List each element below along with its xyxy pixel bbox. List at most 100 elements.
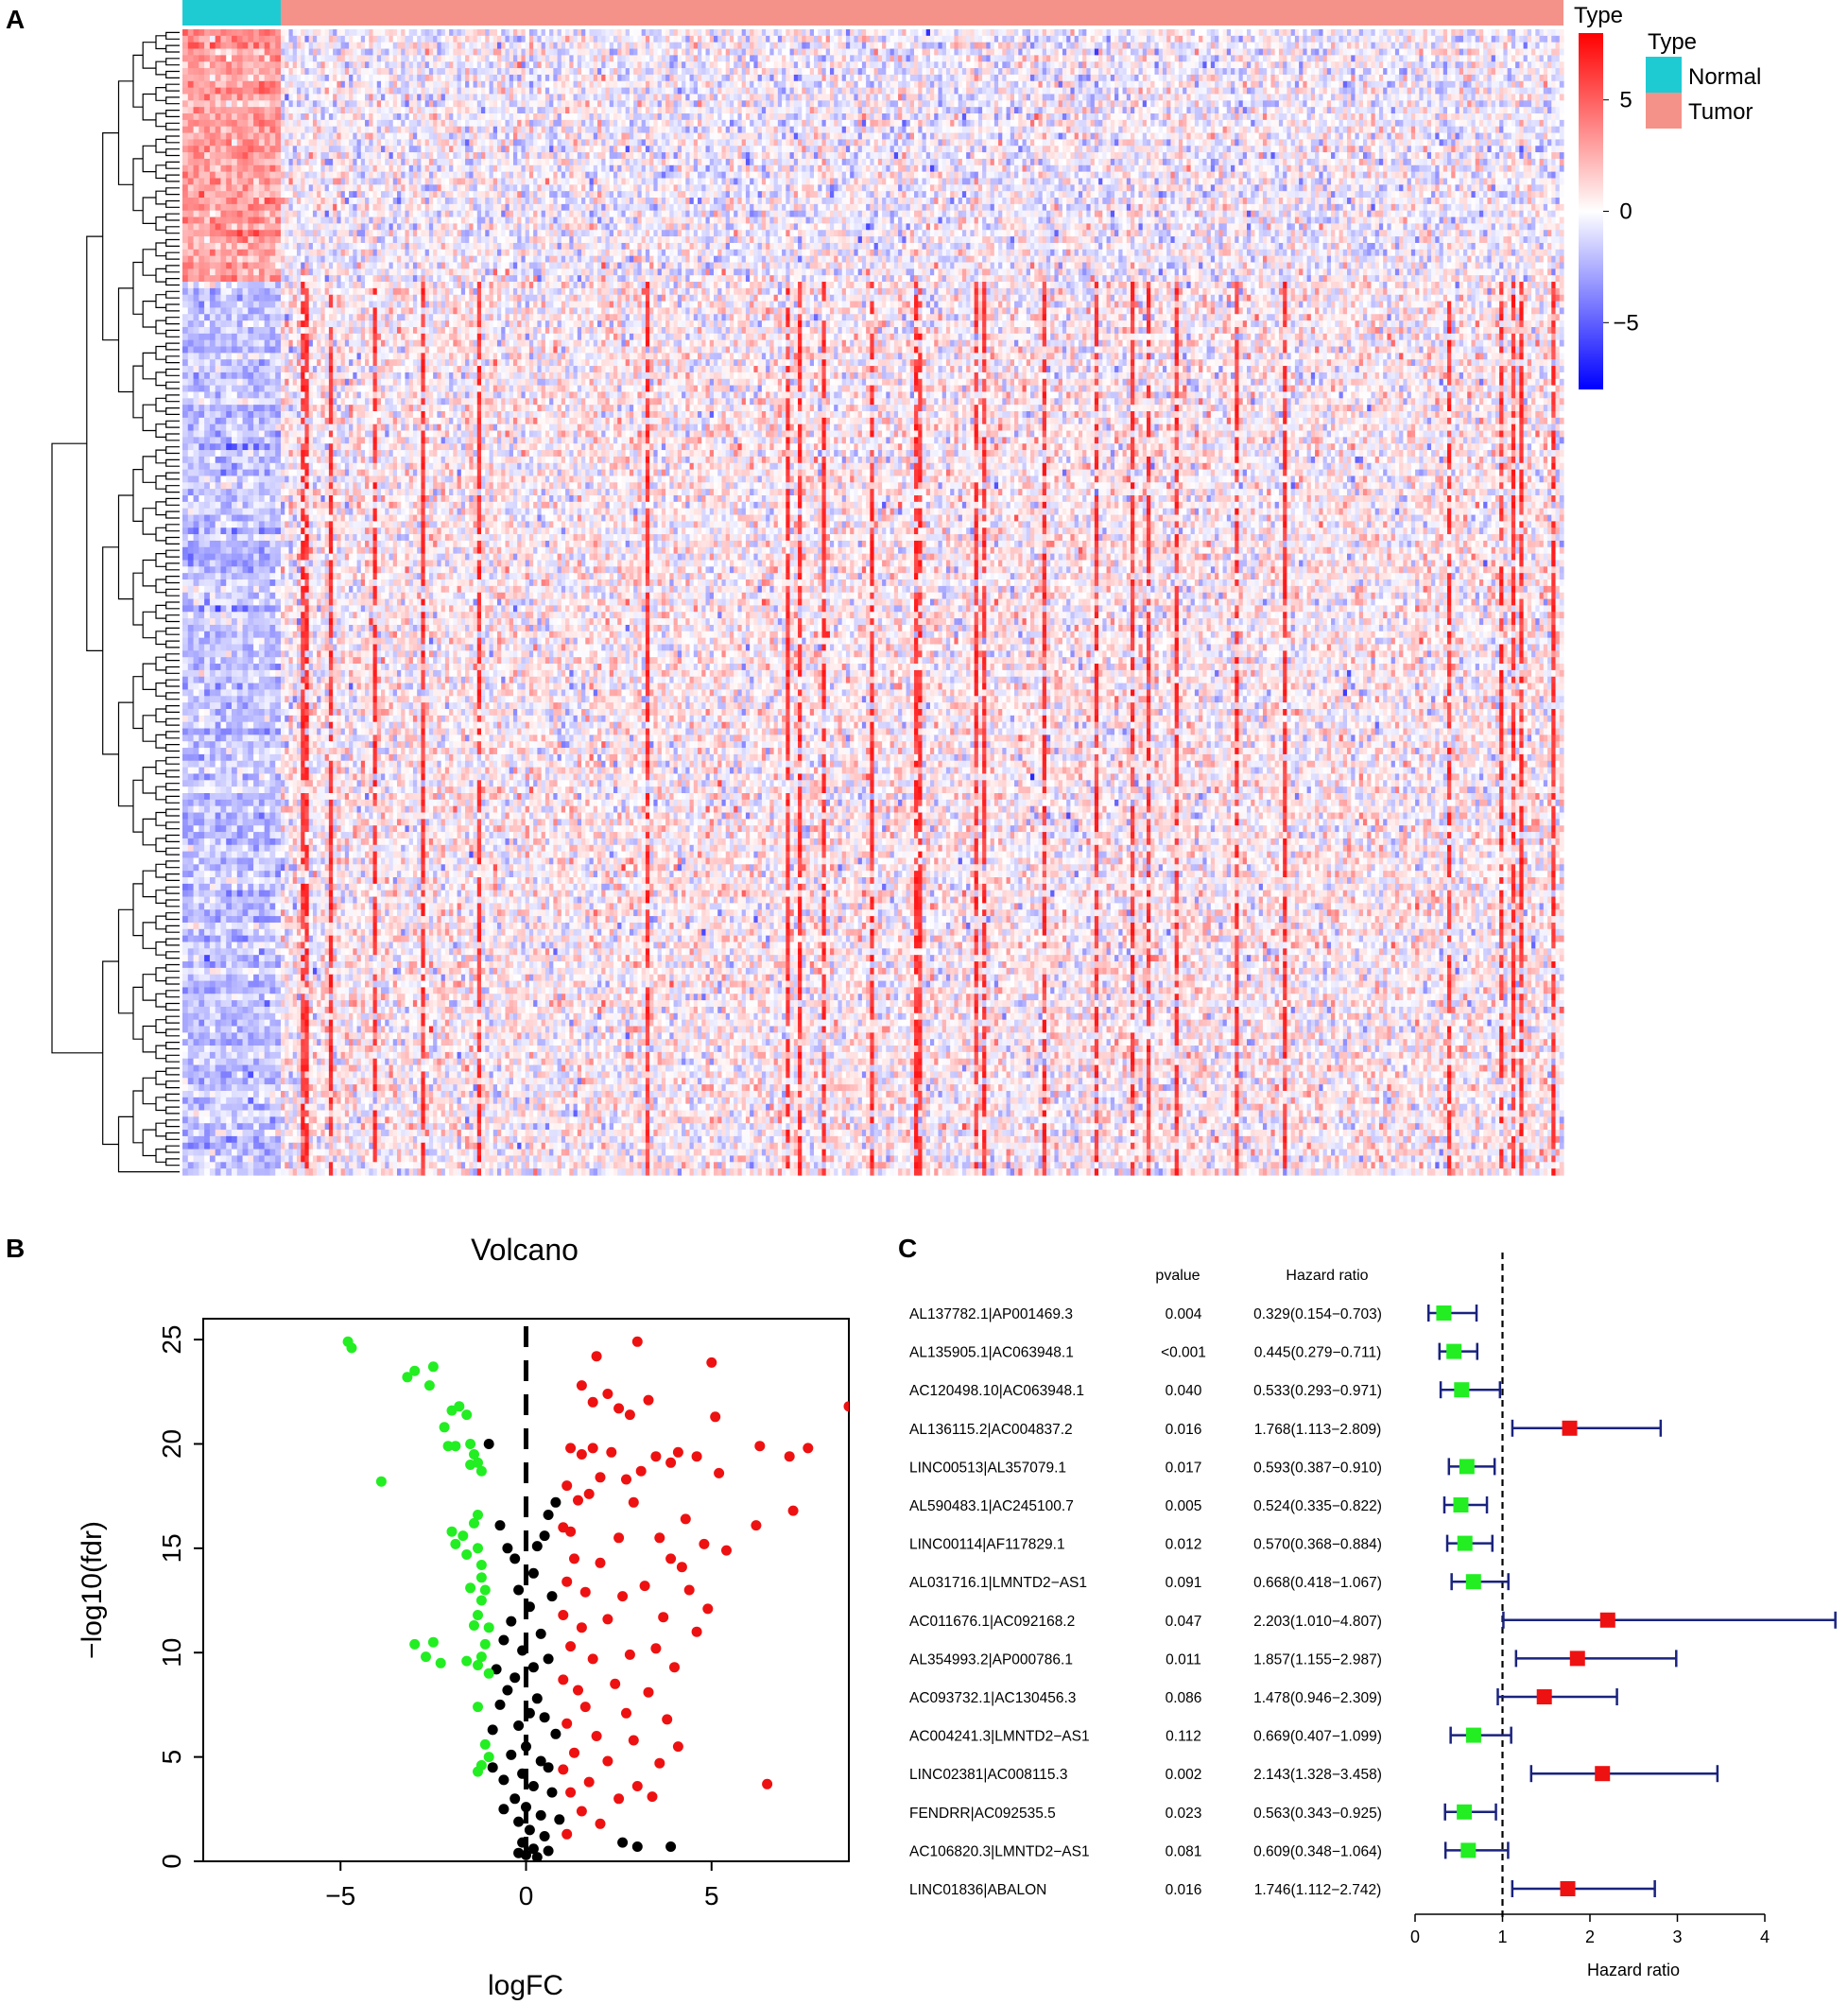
dendrogram-branch — [166, 861, 180, 868]
heatmap-cell — [1211, 29, 1216, 36]
dendrogram-branch — [143, 561, 156, 586]
dendrogram-branch — [166, 136, 180, 143]
heatmap-cell — [1331, 29, 1336, 36]
heatmap-cell — [182, 29, 188, 36]
dendrogram-branch — [166, 848, 180, 855]
dendrogram-branch — [166, 745, 180, 752]
figure: A Type 50−5 Type Normal Tumor B Volcano — [0, 0, 1848, 2005]
heatmap-cell — [1010, 29, 1015, 36]
heatmap-cell — [778, 29, 783, 36]
dendrogram-branch — [166, 1133, 180, 1140]
heatmap-cell — [597, 29, 602, 36]
heatmap-cell — [1127, 29, 1131, 36]
heatmap-cell — [626, 29, 630, 36]
heatmap-cell — [1299, 29, 1304, 36]
heatmap-cell — [838, 29, 842, 36]
heatmap-cell — [1111, 29, 1115, 36]
dendrogram-branch — [166, 32, 180, 39]
heatmap-cell — [393, 29, 398, 36]
heatmap-cell — [914, 29, 919, 36]
dendrogram-branch — [143, 1027, 156, 1052]
heatmap-cell — [1027, 29, 1031, 36]
dendrogram-branch — [166, 1043, 180, 1049]
heatmap-cell — [232, 29, 237, 36]
heatmap-cell — [1283, 29, 1287, 36]
heatmap-cell — [549, 29, 554, 36]
dendrogram-branch — [166, 913, 180, 920]
dendrogram-branch — [103, 133, 119, 340]
heatmap-cell — [1263, 29, 1268, 36]
dendrogram-branch — [166, 822, 180, 829]
heatmap-cell — [210, 29, 216, 36]
heatmap-cell — [1079, 29, 1083, 36]
dendrogram-branch — [133, 1091, 143, 1143]
dendrogram-branch — [166, 525, 180, 531]
heatmap-cell — [1218, 29, 1223, 36]
heatmap-cell — [285, 29, 289, 36]
heatmap-cell — [649, 29, 654, 36]
heatmap-cell — [433, 29, 438, 36]
heatmap-cell — [361, 29, 366, 36]
dendrogram-branch — [143, 664, 156, 689]
dendrogram-branch — [143, 1130, 156, 1155]
dendrogram-branch — [166, 1081, 180, 1088]
heatmap-cell — [954, 29, 959, 36]
heatmap-cell — [782, 29, 786, 36]
heatmap-cell — [942, 29, 947, 36]
heatmap-cell — [485, 29, 490, 36]
dendrogram-branch — [156, 268, 166, 282]
heatmap-cell — [1043, 29, 1047, 36]
dendrogram-branch — [166, 589, 180, 596]
heatmap-cell — [537, 29, 542, 36]
heatmap-cell — [1315, 29, 1320, 36]
dendrogram-branch — [133, 884, 143, 936]
heatmap-cell — [581, 29, 586, 36]
heatmap-cell — [907, 29, 911, 36]
dendrogram-branch — [156, 191, 166, 204]
dendrogram-branch — [166, 175, 180, 181]
heatmap-cell — [542, 29, 546, 36]
heatmap-cell — [717, 29, 722, 36]
heatmap-cell — [998, 29, 1003, 36]
dendrogram-branch — [166, 227, 180, 233]
dendrogram-branch — [119, 81, 134, 185]
heatmap-cell — [890, 29, 895, 36]
dendrogram-branch — [156, 657, 166, 670]
heatmap-cell — [369, 29, 373, 36]
heatmap-cell — [1251, 29, 1255, 36]
dendrogram-branch — [156, 890, 166, 904]
heatmap-cell — [1231, 29, 1235, 36]
heatmap-cell — [710, 29, 715, 36]
dendrogram-branch — [166, 718, 180, 725]
heatmap-cell — [994, 29, 999, 36]
dendrogram-branch — [119, 909, 134, 1013]
heatmap-cell — [505, 29, 509, 36]
heatmap-cell — [986, 29, 991, 36]
heatmap-cell — [1102, 29, 1107, 36]
dendrogram-branch — [166, 123, 180, 130]
heatmap-cell — [594, 29, 598, 36]
dendrogram-branch — [166, 693, 180, 700]
heatmap-cell — [585, 29, 590, 36]
heatmap-cell — [1062, 29, 1067, 36]
dendrogram-branch — [103, 961, 119, 1145]
heatmap-cell — [1343, 29, 1348, 36]
dendrogram-branch — [156, 88, 166, 101]
heatmap-cell — [493, 29, 498, 36]
heatmap-cell — [421, 29, 425, 36]
heatmap-cell — [1159, 29, 1164, 36]
heatmap-cell — [753, 29, 758, 36]
dendrogram-branch — [103, 547, 119, 754]
dendrogram-branch — [166, 1029, 180, 1036]
heatmap-cell — [1066, 29, 1071, 36]
dendrogram-branch — [166, 732, 180, 738]
heatmap-cell — [918, 29, 923, 36]
heatmap-cell — [526, 29, 530, 36]
heatmap-cell — [1118, 29, 1123, 36]
heatmap-cell — [658, 29, 663, 36]
dendrogram-branch — [166, 836, 180, 842]
heatmap-cell — [1075, 29, 1079, 36]
dendrogram-branch — [166, 486, 180, 493]
heatmap-cell — [766, 29, 770, 36]
heatmap-cell — [553, 29, 558, 36]
